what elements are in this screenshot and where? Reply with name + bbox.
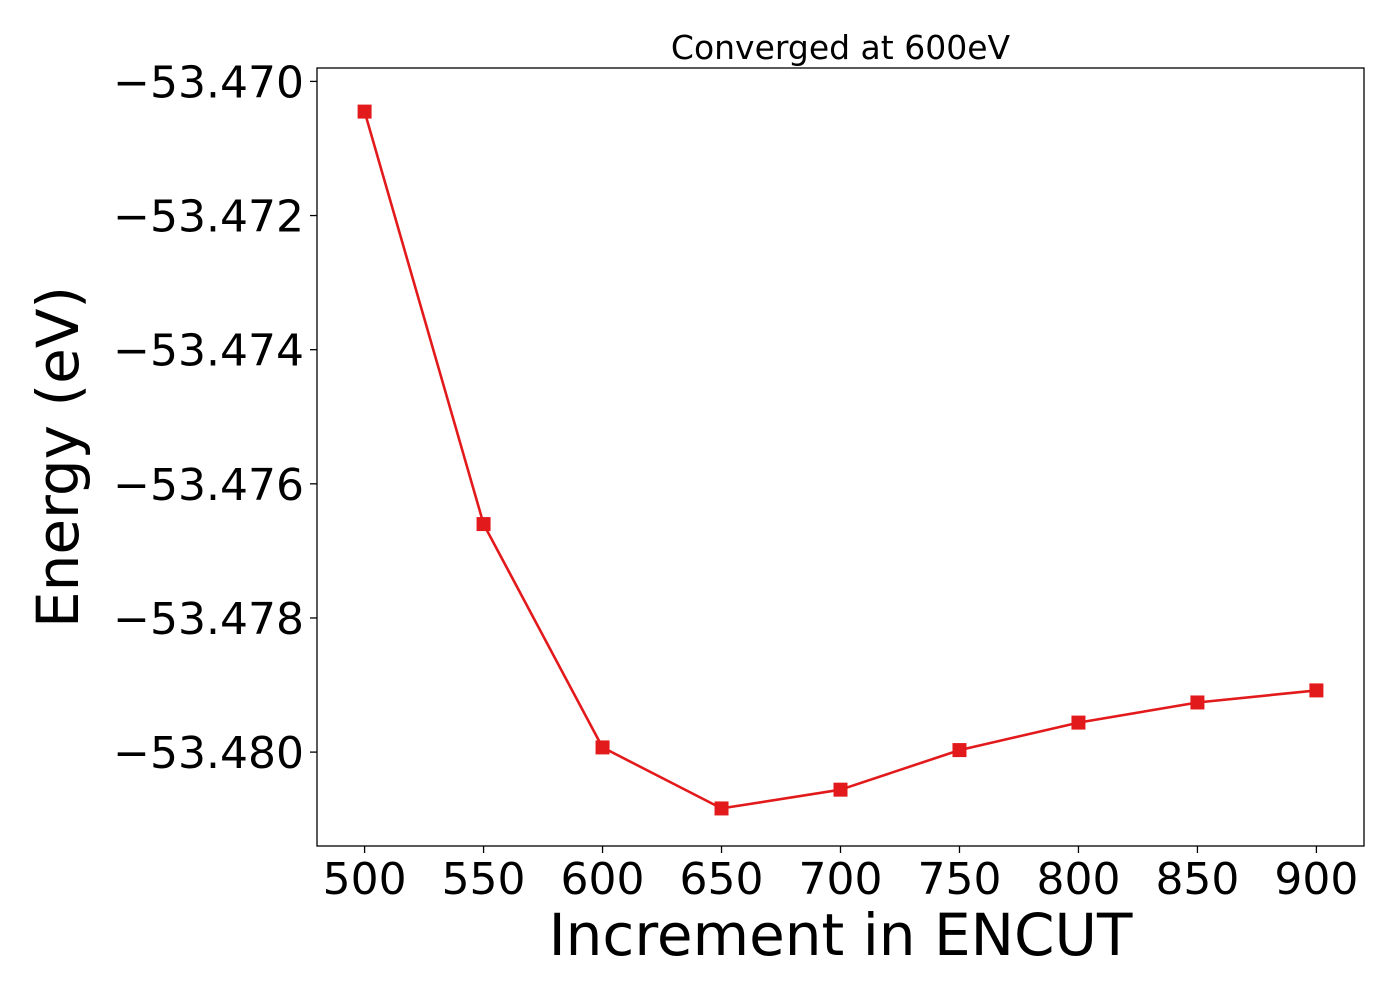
y-axis: −53.470 −53.472 −53.474 −53.476 −53.478 −53.4…: [113, 57, 317, 779]
plot-area: [357, 104, 1324, 816]
x-tick-label: 650: [680, 854, 764, 905]
series-line: [363, 111, 1317, 810]
x-tick-label: 550: [442, 854, 526, 905]
y-tick-label: −53.478: [113, 594, 304, 645]
x-axis-label: Increment in ENCUT: [549, 901, 1133, 969]
y-tick-label: −53.474: [113, 326, 304, 377]
data-point-marker: [357, 104, 372, 119]
chart-title: Converged at 600eV: [671, 28, 1011, 67]
data-point-marker: [833, 782, 848, 797]
x-tick-label: 600: [561, 854, 645, 905]
data-point-marker: [952, 743, 967, 758]
plot-frame: [316, 67, 1365, 847]
data-point-marker: [1190, 695, 1205, 710]
y-tick-label: −53.476: [113, 460, 304, 511]
y-tick-label: −53.470: [113, 57, 304, 108]
y-tick-label: −53.480: [113, 728, 304, 779]
data-point-marker: [595, 740, 610, 755]
data-point-marker: [476, 517, 491, 532]
data-point-marker: [714, 801, 729, 816]
x-tick-label: 500: [323, 854, 407, 905]
y-tick-label: −53.472: [113, 192, 304, 243]
data-point-marker: [1309, 683, 1324, 698]
x-tick-label: 750: [917, 854, 1001, 905]
y-axis-label: Energy (eV): [24, 286, 92, 628]
x-axis: 500 550 600 650 700 750 800 850 900: [323, 846, 1358, 905]
data-point-marker: [1071, 715, 1086, 730]
x-tick-label: 700: [799, 854, 883, 905]
x-tick-label: 900: [1274, 854, 1358, 905]
x-tick-label: 850: [1155, 854, 1239, 905]
x-tick-label: 800: [1036, 854, 1120, 905]
